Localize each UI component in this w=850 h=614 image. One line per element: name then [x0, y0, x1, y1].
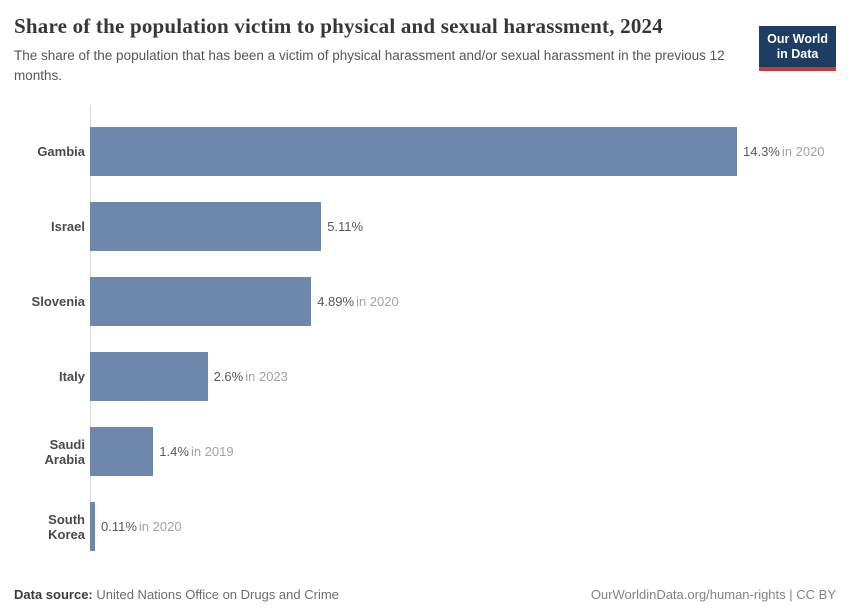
footer-separator: | — [785, 587, 797, 602]
bar-track: 4.89% in 2020 — [90, 277, 836, 327]
country-label: South Korea — [48, 511, 85, 542]
value-label: 5.11% — [327, 219, 364, 235]
year-label: in 2020 — [781, 144, 825, 160]
value-label: 4.89% — [317, 294, 355, 310]
country-label: Italy — [58, 369, 85, 385]
data-source-value: United Nations Office on Drugs and Crime — [92, 587, 339, 602]
bar-row: Saudi Arabia 1.4% in 2019 — [14, 414, 836, 489]
year-label: in 2020 — [138, 519, 182, 535]
bar-track: 2.6% in 2023 — [90, 352, 836, 402]
bar-track: 0.11% in 2020 — [90, 502, 836, 552]
bar-chart: Gambia 14.3% in 2020 Israel 5.11% Sloveni… — [14, 106, 836, 564]
owid-url-link[interactable]: OurWorldinData.org/human-rights — [590, 587, 786, 602]
bar-track: 1.4% in 2019 — [90, 427, 836, 477]
chart-subtitle: The share of the population that has bee… — [14, 48, 725, 83]
value-label-group: 1.4% in 2019 — [159, 444, 233, 459]
bar-track: 14.3% in 2020 — [90, 127, 836, 177]
bar[interactable] — [90, 202, 322, 252]
value-label-group: 14.3% in 2020 — [743, 144, 825, 159]
page-title: Share of the population victim to physic… — [14, 14, 663, 38]
country-label: Israel — [51, 219, 85, 235]
bar-row: Italy 2.6% in 2023 — [14, 339, 836, 414]
value-label: 0.11% — [101, 519, 137, 535]
bar-row: South Korea 0.11% in 2020 — [14, 489, 836, 564]
chart-page: Share of the population victim to physic… — [0, 14, 850, 614]
license-label[interactable]: CC BY — [796, 587, 836, 602]
bar-track: 5.11% — [90, 202, 836, 252]
footer-attribution: OurWorldinData.org/human-rights | CC BY — [591, 587, 836, 602]
year-label: in 2020 — [356, 294, 399, 310]
value-label-group: 2.6% in 2023 — [214, 369, 288, 384]
year-label: in 2019 — [190, 444, 234, 460]
data-source-label: Data source: — [14, 587, 93, 602]
value-label: 14.3% — [743, 144, 780, 160]
bar-rows: Gambia 14.3% in 2020 Israel 5.11% Sloveni… — [14, 114, 836, 564]
bar-row: Slovenia 4.89% in 2020 — [14, 264, 836, 339]
value-label: 2.6% — [213, 369, 244, 385]
country-label: Slovenia — [31, 294, 85, 310]
country-label: Saudi Arabia — [44, 436, 85, 467]
owid-logo-line2: in Data — [776, 47, 819, 61]
value-label-group: 4.89% in 2020 — [317, 294, 399, 309]
data-source: Data source: United Nations Office on Dr… — [14, 587, 339, 602]
country-label: Gambia — [37, 144, 85, 160]
owid-logo-line1: Our World — [767, 32, 828, 46]
year-label: in 2023 — [245, 369, 288, 385]
value-label: 1.4% — [159, 444, 189, 460]
bar[interactable] — [90, 127, 737, 177]
owid-logo: Our World in Data — [759, 26, 836, 71]
bar[interactable] — [90, 352, 208, 402]
value-label-group: 0.11% in 2020 — [101, 519, 182, 534]
bar-row: Gambia 14.3% in 2020 — [14, 114, 836, 189]
value-label-group: 5.11% — [327, 219, 365, 234]
chart-footer: Data source: United Nations Office on Dr… — [14, 587, 836, 602]
y-axis-line — [90, 106, 91, 550]
bar[interactable] — [90, 277, 312, 327]
bar[interactable] — [90, 427, 154, 477]
bar[interactable] — [90, 502, 95, 552]
bar-row: Israel 5.11% — [14, 189, 836, 264]
